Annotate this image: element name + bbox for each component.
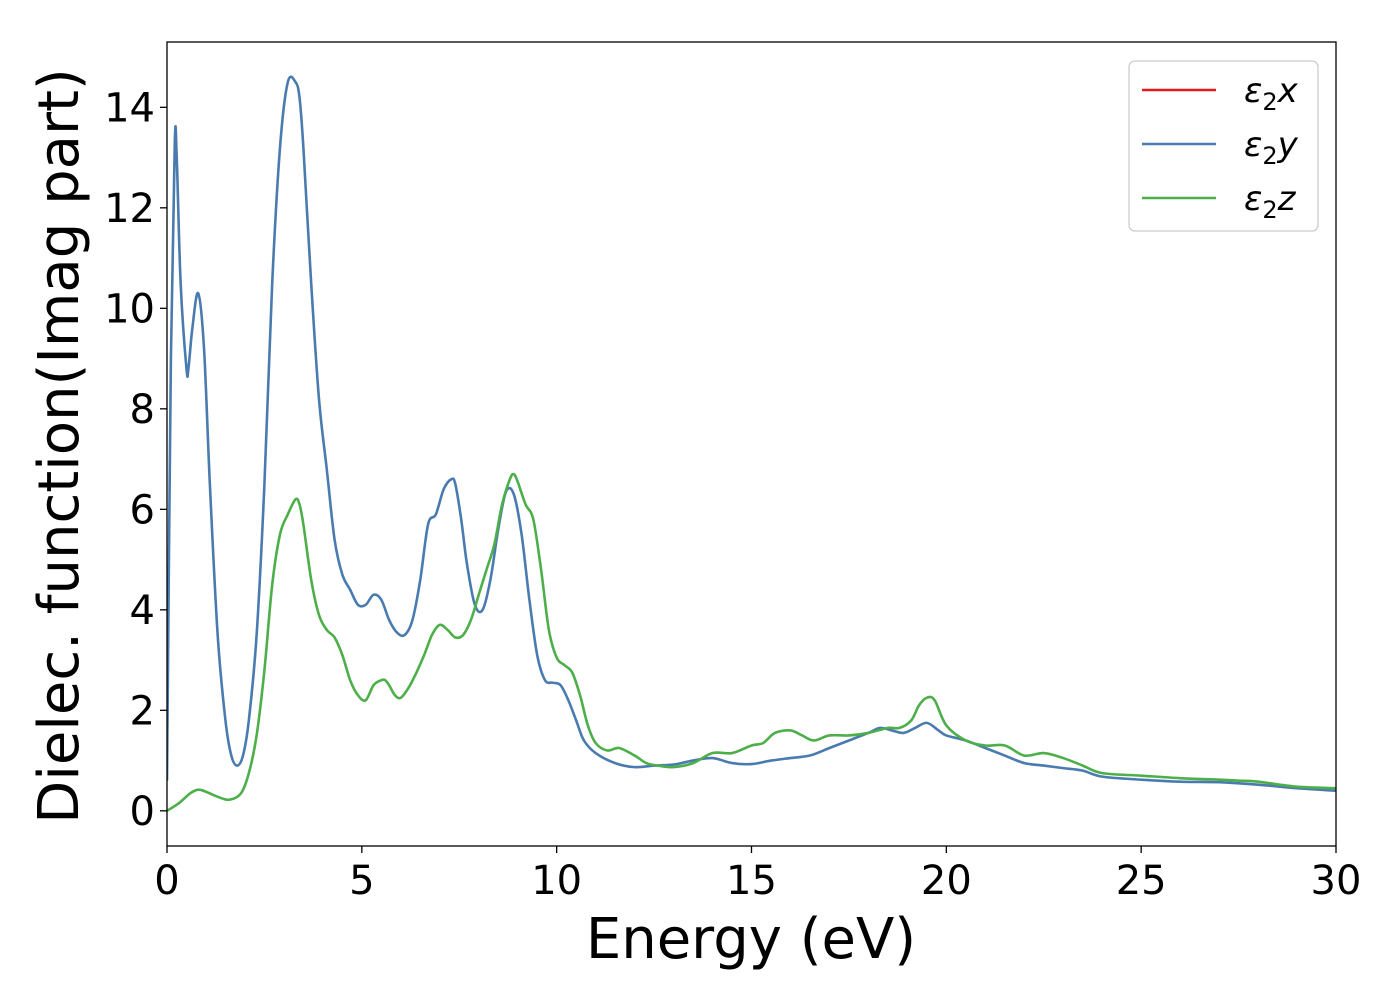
- legend-label-y: ε2y: [1244, 125, 1299, 170]
- y-axis-label: Dielec. function(Imag part): [27, 68, 92, 824]
- series-layer: [167, 75, 1336, 812]
- x-tick-label: 25: [1116, 858, 1167, 904]
- x-tick-label: 5: [349, 858, 374, 904]
- y-tick-label: 0: [130, 789, 155, 835]
- legend: ε2x ε2y ε2z: [1128, 60, 1319, 232]
- legend-box: [1128, 60, 1319, 232]
- x-tick-label: 30: [1311, 858, 1362, 904]
- legend-label-x: ε2x: [1244, 71, 1299, 116]
- x-tick-label: 15: [726, 858, 777, 904]
- y-tick-label: 2: [130, 688, 155, 734]
- legend-label-z: ε2z: [1244, 179, 1297, 224]
- y-tick-label: 8: [130, 387, 155, 433]
- x-tick-label: 20: [921, 858, 972, 904]
- y-tick-label: 14: [104, 85, 155, 131]
- y-tick-label: 12: [104, 186, 155, 232]
- y-tick-label: 4: [130, 588, 155, 634]
- series-line-y: [167, 75, 1336, 793]
- x-axis-label: Energy (eV): [586, 907, 916, 972]
- y-tick-label: 6: [130, 487, 155, 533]
- y-tick-label: 10: [104, 286, 155, 332]
- x-tick-label: 10: [531, 858, 582, 904]
- y-axis-ticks: 0 2 4 6 8 10 12 14: [104, 85, 167, 835]
- x-axis-ticks: 0 5 10 15 20 25 30: [154, 846, 1361, 904]
- series-line-z: [167, 472, 1336, 812]
- x-tick-label: 0: [154, 858, 179, 904]
